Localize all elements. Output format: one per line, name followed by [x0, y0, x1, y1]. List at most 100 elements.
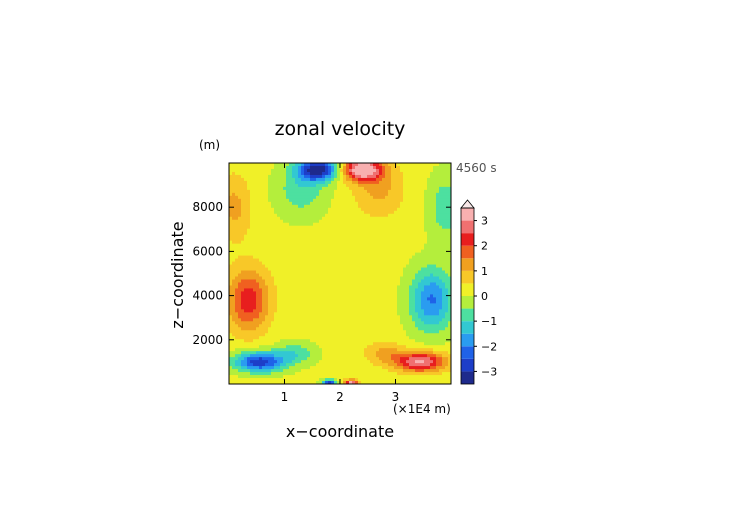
heatmap-cell [322, 354, 326, 358]
heatmap-cell [268, 204, 272, 209]
heatmap-cell [286, 354, 290, 358]
heatmap-cell [241, 252, 245, 257]
heatmap-cell [406, 339, 410, 343]
heatmap-cell [241, 174, 245, 179]
heatmap-cell [280, 213, 284, 218]
heatmap-cell [322, 189, 326, 194]
heatmap-cell [418, 312, 422, 316]
heatmap-cell [286, 306, 290, 310]
heatmap-cell [409, 366, 413, 370]
heatmap-cell [262, 345, 266, 349]
heatmap-cell [355, 360, 359, 364]
heatmap-cell [235, 246, 239, 251]
heatmap-cell [295, 378, 299, 382]
heatmap-cell [307, 183, 311, 188]
heatmap-cell [418, 294, 422, 298]
heatmap-cell [262, 198, 266, 203]
heatmap-cell [370, 285, 374, 290]
heatmap-cell [397, 210, 401, 215]
heatmap-cell [403, 204, 407, 209]
heatmap-cell [256, 192, 260, 197]
heatmap-cell [424, 213, 428, 218]
heatmap-cell [409, 264, 413, 269]
heatmap-cell [388, 339, 392, 343]
heatmap-cell [373, 222, 377, 227]
heatmap-cell [271, 228, 275, 233]
heatmap-cell [259, 300, 263, 304]
heatmap-cell [418, 288, 422, 293]
heatmap-cell [307, 180, 311, 185]
heatmap-cell [328, 267, 332, 272]
heatmap-cell [364, 168, 368, 173]
heatmap-cell [403, 357, 407, 361]
heatmap-cell [358, 285, 362, 290]
heatmap-cell [265, 333, 269, 337]
heatmap-cell [250, 177, 254, 182]
heatmap-cell [328, 321, 332, 325]
heatmap-cell [235, 291, 239, 296]
heatmap-cell [286, 357, 290, 361]
heatmap-cell [367, 348, 371, 352]
heatmap-cell [385, 366, 389, 370]
heatmap-cell [424, 333, 428, 337]
heatmap-cell [355, 192, 359, 197]
heatmap-cell [424, 249, 428, 254]
heatmap-cell [241, 234, 245, 239]
heatmap-cell [325, 243, 329, 248]
heatmap-cell [403, 198, 407, 203]
heatmap-cell [277, 243, 281, 248]
heatmap-cell [232, 174, 236, 179]
heatmap-cell [259, 207, 263, 212]
heatmap-cell [298, 327, 302, 331]
heatmap-cell [403, 165, 407, 170]
heatmap-cell [430, 267, 434, 272]
heatmap-cell [322, 273, 326, 278]
heatmap-cell [358, 231, 362, 236]
heatmap-cell [235, 324, 239, 328]
heatmap-cell [313, 282, 317, 287]
heatmap-cell [385, 228, 389, 233]
heatmap-cell [289, 336, 293, 340]
heatmap-cell [310, 210, 314, 215]
heatmap-cell [340, 291, 344, 296]
heatmap-cell [268, 180, 272, 185]
heatmap-cell [328, 207, 332, 212]
heatmap-cell [409, 330, 413, 334]
heatmap-cell [352, 240, 356, 245]
heatmap-cell [421, 282, 425, 287]
heatmap-cell [319, 213, 323, 218]
heatmap-cell [235, 315, 239, 319]
heatmap-cell [343, 366, 347, 370]
heatmap-cell [277, 351, 281, 355]
heatmap-cell [229, 375, 233, 379]
heatmap-cell [295, 318, 299, 322]
heatmap-cell [229, 273, 233, 278]
heatmap-cell [289, 357, 293, 361]
heatmap-cell [295, 297, 299, 301]
heatmap-cell [229, 207, 233, 212]
heatmap-cell [301, 195, 305, 200]
heatmap-cell [268, 369, 272, 373]
heatmap-cell [343, 270, 347, 275]
heatmap-cell [334, 372, 338, 376]
heatmap-cell [337, 180, 341, 185]
heatmap-cell [301, 249, 305, 254]
heatmap-cell [409, 180, 413, 185]
heatmap-cell [358, 306, 362, 310]
heatmap-cell [241, 216, 245, 221]
heatmap-cell [304, 279, 308, 284]
heatmap-cell [367, 324, 371, 328]
heatmap-cell [415, 222, 419, 227]
heatmap-cell [280, 228, 284, 233]
heatmap-cell [301, 228, 305, 233]
heatmap-cell [373, 204, 377, 209]
heatmap-cell [352, 366, 356, 370]
heatmap-cell [331, 204, 335, 209]
heatmap-cell [307, 291, 311, 296]
heatmap-cell [418, 252, 422, 257]
heatmap-cell [262, 357, 266, 361]
heatmap-cell [250, 216, 254, 221]
heatmap-cell [271, 279, 275, 284]
heatmap-cell [298, 276, 302, 281]
heatmap-cell [319, 372, 323, 376]
